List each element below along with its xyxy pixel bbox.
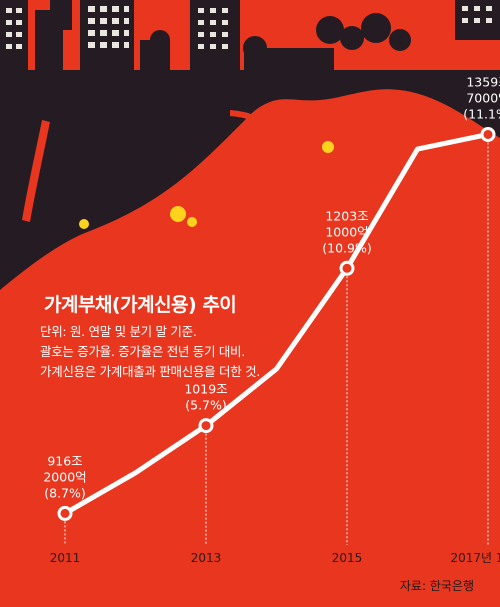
chart-note: 가계신용은 가계대출과 판매신용을 더한 것. (40, 364, 260, 379)
data-point (198, 418, 214, 434)
data-label: (10.9%) (322, 240, 371, 255)
x-tick-label: 2013 (191, 551, 222, 565)
data-point (480, 126, 496, 142)
x-tick-label: 2011 (50, 551, 81, 565)
data-point (339, 260, 355, 276)
data-label: (11.1%) (463, 106, 500, 121)
series-line (62, 131, 491, 516)
chart-note: 괄호는 증가율. 증가율은 전년 동기 대비. (40, 344, 245, 359)
x-axis-ticks: 2011 2013 2015 2017년 1분기 (50, 551, 500, 565)
source-credit: 자료: 한국은행 (399, 579, 474, 593)
data-markers (57, 126, 496, 521)
data-label: 1359조 (466, 74, 500, 89)
data-label: 2000억 (43, 469, 86, 484)
chart-note: 단위: 원. 연말 및 분기 말 기준. (40, 324, 197, 339)
data-label: 1203조 (325, 208, 368, 223)
data-label: (8.7%) (44, 485, 86, 500)
x-tick-label: 2015 (332, 551, 363, 565)
chart-title: 가계부채(가계신용) 추이 (44, 294, 237, 316)
data-label: 7000억 (466, 90, 500, 105)
data-point (57, 505, 73, 521)
data-label: 1019조 (184, 382, 227, 397)
x-tick-label: 2017년 1분기 (450, 551, 500, 565)
data-label: 916조 (47, 453, 82, 468)
data-label: (5.7%) (185, 398, 227, 413)
data-label: 1000억 (325, 224, 368, 239)
